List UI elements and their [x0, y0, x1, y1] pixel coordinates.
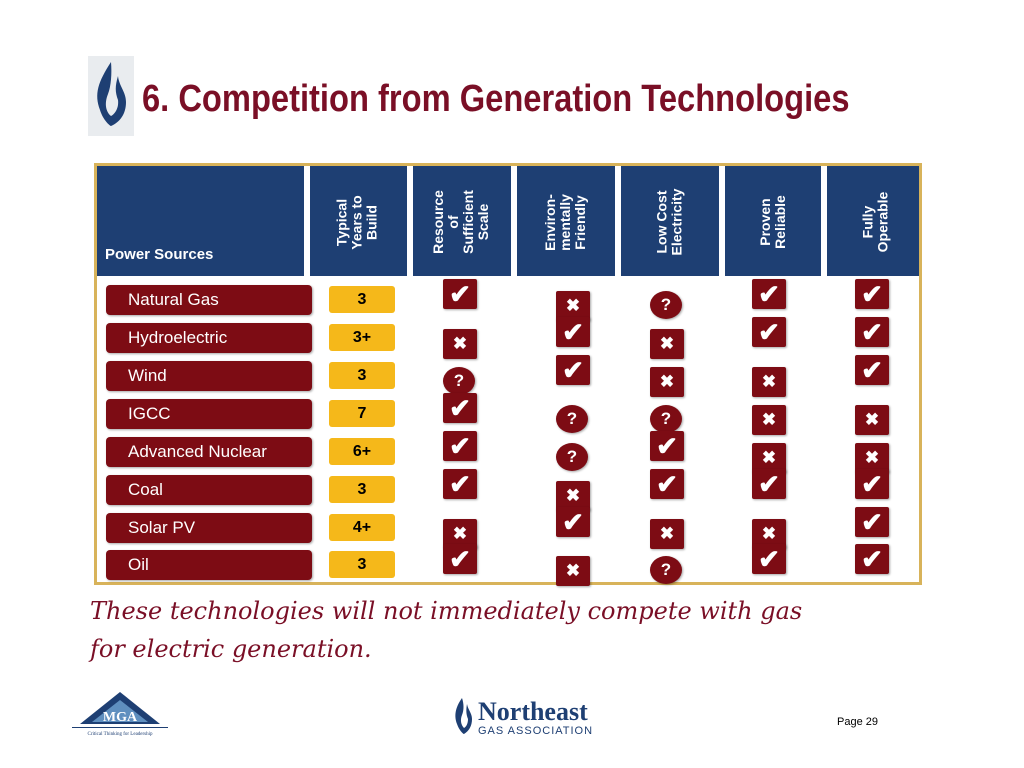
cross-icon: ✖ — [650, 367, 684, 397]
nga-logo-sub: GAS ASSOCIATION — [478, 725, 593, 737]
row-label: Coal — [106, 475, 312, 505]
check-icon: ✔ — [443, 544, 477, 574]
mga-logo-letters: MGA — [103, 710, 138, 725]
check-icon: ✔ — [556, 507, 590, 537]
conclusion-note: These technologies will not immediately … — [90, 592, 802, 668]
column-header-low-cost: Low Cost Electricity — [653, 188, 684, 256]
check-icon: ✔ — [752, 469, 786, 499]
row-label: Oil — [106, 550, 312, 580]
column-divider — [615, 166, 621, 582]
cross-icon: ✖ — [752, 443, 786, 473]
check-icon: ✔ — [855, 544, 889, 574]
cross-icon: ✖ — [650, 329, 684, 359]
note-line: These technologies will not immediately … — [90, 597, 803, 625]
northeast-gas-association-logo: Northeast GAS ASSOCIATION — [455, 697, 593, 737]
row-label: Wind — [106, 361, 312, 391]
cross-icon: ✖ — [556, 291, 590, 321]
column-divider — [511, 166, 517, 582]
check-icon: ✔ — [855, 507, 889, 537]
question-icon: ? — [443, 367, 475, 395]
check-icon: ✔ — [650, 469, 684, 499]
comparison-table: Power Sources Typical Years to Build Res… — [94, 163, 922, 586]
row-label: Advanced Nuclear — [106, 437, 312, 467]
row-label: IGCC — [106, 399, 312, 429]
check-icon: ✔ — [855, 355, 889, 385]
cross-icon: ✖ — [855, 405, 889, 435]
flame-icon — [97, 62, 126, 126]
check-icon: ✔ — [855, 317, 889, 347]
years-to-build-value: 3+ — [329, 324, 395, 351]
column-header-resource: Resource of Sufficient Scale — [430, 190, 491, 254]
cross-icon: ✖ — [650, 519, 684, 549]
question-icon: ? — [650, 405, 682, 433]
page-number: Page 29 — [837, 716, 878, 728]
row-label: Natural Gas — [106, 285, 312, 315]
mga-logo: MGA Critical Thinking for Leadership — [72, 692, 168, 737]
page-title: 6. Competition from Generation Technolog… — [142, 78, 850, 120]
years-to-build-value: 6+ — [329, 438, 395, 465]
check-icon: ✔ — [855, 469, 889, 499]
column-header-operable: Fully Operable — [858, 191, 890, 253]
check-icon: ✔ — [443, 393, 477, 423]
column-header-years: Typical Years to Build — [333, 194, 380, 250]
cross-icon: ✖ — [752, 367, 786, 397]
check-icon: ✔ — [752, 317, 786, 347]
mga-logo-tagline: Critical Thinking for Leadership — [87, 732, 153, 737]
cross-icon: ✖ — [556, 481, 590, 511]
check-icon: ✔ — [556, 317, 590, 347]
check-icon: ✔ — [556, 355, 590, 385]
title-flame-logo — [88, 56, 134, 136]
nga-logo-name: Northeast — [478, 697, 588, 726]
column-divider — [821, 166, 827, 582]
column-header-environment: Environ- mentally Friendly — [541, 193, 588, 251]
years-to-build-value: 7 — [329, 400, 395, 427]
check-icon: ✔ — [752, 544, 786, 574]
cross-icon: ✖ — [556, 556, 590, 586]
column-divider — [719, 166, 725, 582]
question-icon: ? — [650, 556, 682, 584]
question-icon: ? — [556, 405, 588, 433]
cross-icon: ✖ — [855, 443, 889, 473]
check-icon: ✔ — [443, 431, 477, 461]
check-icon: ✔ — [650, 431, 684, 461]
cross-icon: ✖ — [752, 405, 786, 435]
check-icon: ✔ — [752, 279, 786, 309]
row-label: Solar PV — [106, 513, 312, 543]
years-to-build-value: 3 — [329, 551, 395, 578]
table-header — [97, 166, 919, 276]
column-divider — [407, 166, 413, 582]
years-to-build-value: 4+ — [329, 514, 395, 541]
row-header-label: Power Sources — [105, 246, 214, 263]
years-to-build-value: 3 — [329, 362, 395, 389]
years-to-build-value: 3 — [329, 476, 395, 503]
cross-icon: ✖ — [443, 329, 477, 359]
note-line: for electric generation. — [90, 635, 372, 663]
check-icon: ✔ — [443, 279, 477, 309]
question-icon: ? — [650, 291, 682, 319]
years-to-build-value: 3 — [329, 286, 395, 313]
check-icon: ✔ — [443, 469, 477, 499]
column-header-proven: Proven Reliable — [756, 195, 788, 249]
check-icon: ✔ — [855, 279, 889, 309]
question-icon: ? — [556, 443, 588, 471]
row-label: Hydroelectric — [106, 323, 312, 353]
